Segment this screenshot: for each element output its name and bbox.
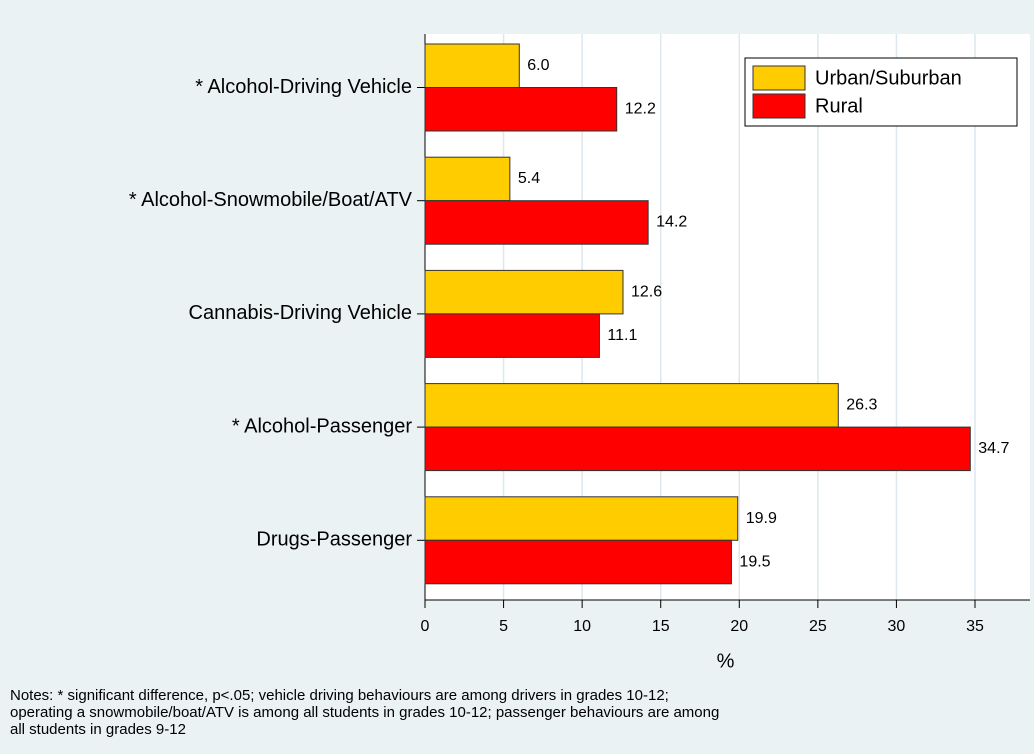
data-label: 14.2 [656,214,687,231]
x-tick-label: 5 [499,618,508,635]
data-label: 12.2 [625,100,656,117]
x-tick-label: 25 [809,618,827,635]
note: Notes: * significant difference, p<.05; … [10,687,669,704]
y-tick-label: Cannabis-Driving Vehicle [189,302,412,324]
x-tick-label: 0 [421,618,430,635]
legend-label: Rural [815,95,863,117]
data-label: 26.3 [846,397,877,414]
legend-swatch [752,65,806,91]
x-tick-label: 15 [652,618,670,635]
data-label: 11.1 [607,327,637,344]
legend-label: Urban/Suburban [815,67,962,89]
y-tick-label: * Alcohol-Passenger [232,415,412,437]
data-label: 19.9 [746,510,777,527]
x-tick-label: 20 [730,618,748,635]
data-label: 6.0 [527,57,549,74]
legend-swatch [752,93,806,119]
data-label: 34.7 [978,440,1009,457]
note: all students in grades 9-12 [10,721,186,738]
x-tick-label: 30 [888,618,906,635]
bar [424,539,732,585]
data-label: 5.4 [518,170,540,187]
y-tick-label: Drugs-Passenger [256,529,412,551]
x-tick-label: 35 [966,618,984,635]
bar [424,313,600,358]
data-label: 19.5 [739,553,770,570]
x-axis-label: % [717,650,735,672]
x-tick-label: 10 [573,618,591,635]
data-label: 12.6 [631,283,662,300]
bar [424,87,618,132]
bar [424,156,511,202]
bar [424,200,649,245]
bar [424,496,739,541]
bar [424,269,624,315]
note: operating a snowmobile/boat/ATV is among… [10,704,719,721]
bar [424,383,839,428]
y-tick-label: * Alcohol-Snowmobile/Boat/ATV [129,189,413,211]
bar [424,426,971,472]
y-tick-label: * Alcohol-Driving Vehicle [195,76,412,98]
bar [424,43,520,88]
